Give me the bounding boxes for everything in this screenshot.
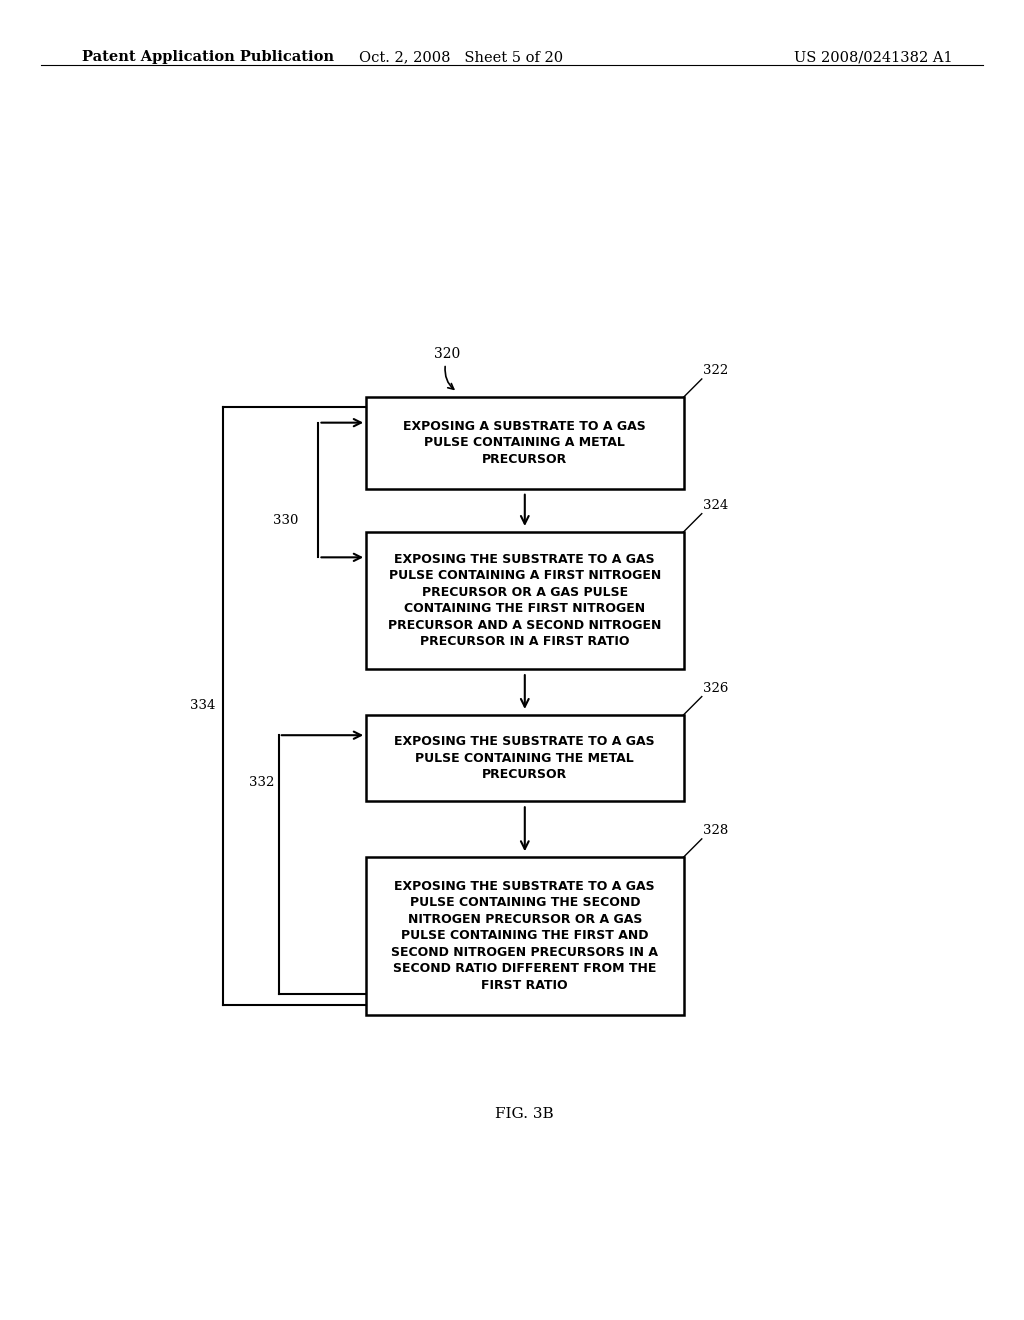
Bar (367, 532, 684, 669)
Text: EXPOSING THE SUBSTRATE TO A GAS
PULSE CONTAINING THE METAL
PRECURSOR: EXPOSING THE SUBSTRATE TO A GAS PULSE CO… (394, 735, 655, 781)
Text: Patent Application Publication: Patent Application Publication (82, 50, 334, 65)
Text: 326: 326 (703, 681, 729, 694)
Text: EXPOSING THE SUBSTRATE TO A GAS
PULSE CONTAINING THE SECOND
NITROGEN PRECURSOR O: EXPOSING THE SUBSTRATE TO A GAS PULSE CO… (391, 880, 658, 991)
Text: 322: 322 (703, 364, 729, 378)
Text: US 2008/0241382 A1: US 2008/0241382 A1 (794, 50, 952, 65)
Text: EXPOSING THE SUBSTRATE TO A GAS
PULSE CONTAINING A FIRST NITROGEN
PRECURSOR OR A: EXPOSING THE SUBSTRATE TO A GAS PULSE CO… (388, 553, 662, 648)
Bar (367, 397, 684, 488)
Text: FIG. 3B: FIG. 3B (496, 1106, 554, 1121)
Bar (367, 715, 684, 801)
Text: EXPOSING A SUBSTRATE TO A GAS
PULSE CONTAINING A METAL
PRECURSOR: EXPOSING A SUBSTRATE TO A GAS PULSE CONT… (403, 420, 646, 466)
Bar (367, 857, 684, 1015)
Text: 330: 330 (273, 513, 299, 527)
Text: 332: 332 (250, 776, 274, 789)
Text: Oct. 2, 2008   Sheet 5 of 20: Oct. 2, 2008 Sheet 5 of 20 (358, 50, 563, 65)
Text: 324: 324 (703, 499, 729, 512)
Text: 328: 328 (703, 824, 729, 837)
Text: 320: 320 (433, 347, 460, 360)
Text: 334: 334 (189, 700, 215, 713)
